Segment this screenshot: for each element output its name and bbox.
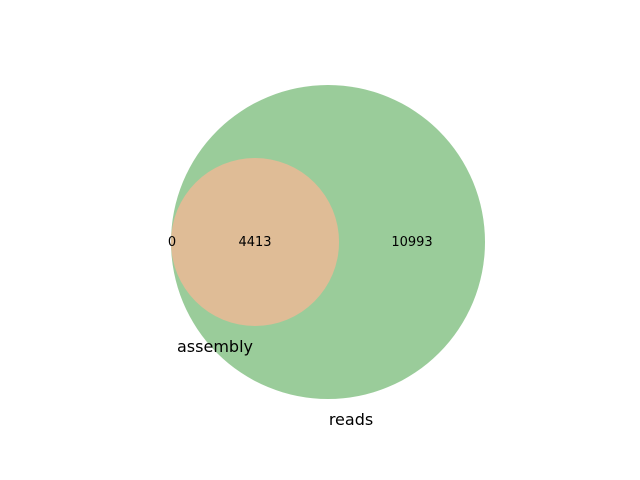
reads-only-count: 10993 [391, 235, 432, 250]
assembly-set-label: assembly [177, 337, 253, 356]
assembly-only-count: 0 [168, 235, 176, 250]
intersection-count: 4413 [238, 235, 271, 250]
assembly-circle [171, 157, 340, 327]
reads-set-label: reads [329, 410, 373, 429]
